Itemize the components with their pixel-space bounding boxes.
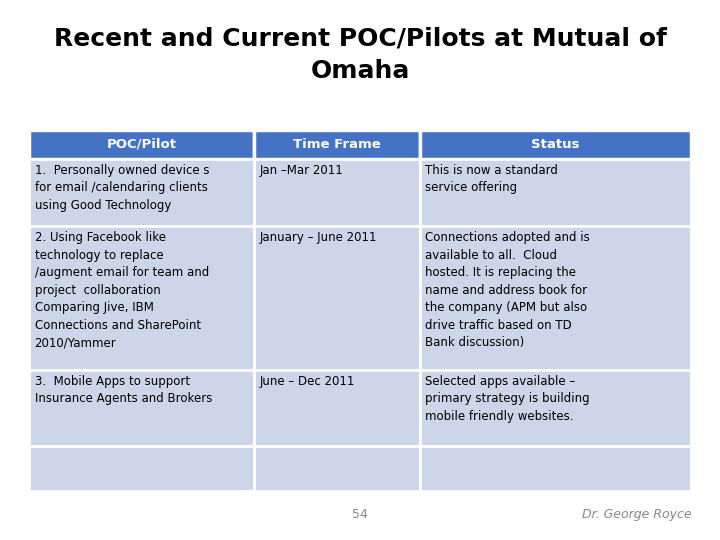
- Bar: [420, 446, 691, 491]
- Text: Time Frame: Time Frame: [293, 138, 381, 151]
- Text: POC/Pilot: POC/Pilot: [107, 138, 176, 151]
- Bar: [254, 369, 420, 445]
- Text: 2. Using Facebook like
technology to replace
/augment email for team and
project: 2. Using Facebook like technology to rep…: [35, 231, 209, 349]
- Bar: [420, 369, 691, 445]
- Text: Status: Status: [531, 138, 580, 151]
- Text: Jan –Mar 2011: Jan –Mar 2011: [260, 164, 343, 177]
- Bar: [254, 159, 420, 226]
- Text: Dr. George Royce: Dr. George Royce: [582, 508, 691, 521]
- Text: Connections adopted and is
available to all.  Cloud
hosted. It is replacing the
: Connections adopted and is available to …: [426, 231, 590, 349]
- Text: 3.  Mobile Apps to support
Insurance Agents and Brokers: 3. Mobile Apps to support Insurance Agen…: [35, 375, 212, 406]
- Text: 1.  Personally owned device s
for email /calendaring clients
using Good Technolo: 1. Personally owned device s for email /…: [35, 164, 209, 212]
- Bar: [29, 159, 254, 226]
- Bar: [29, 226, 254, 369]
- Bar: [254, 226, 420, 369]
- Bar: [420, 159, 691, 226]
- Bar: [29, 446, 254, 491]
- Text: 54: 54: [352, 508, 368, 521]
- Bar: [29, 369, 254, 445]
- Text: This is now a standard
service offering: This is now a standard service offering: [426, 164, 558, 194]
- Bar: [254, 130, 420, 159]
- Bar: [420, 226, 691, 369]
- Bar: [420, 130, 691, 159]
- Bar: [254, 446, 420, 491]
- Text: Selected apps available –
primary strategy is building
mobile friendly websites.: Selected apps available – primary strate…: [426, 375, 590, 423]
- Bar: [29, 130, 254, 159]
- Text: January – June 2011: January – June 2011: [260, 231, 377, 245]
- Text: June – Dec 2011: June – Dec 2011: [260, 375, 355, 388]
- Text: Recent and Current POC/Pilots at Mutual of
Omaha: Recent and Current POC/Pilots at Mutual …: [53, 27, 667, 83]
